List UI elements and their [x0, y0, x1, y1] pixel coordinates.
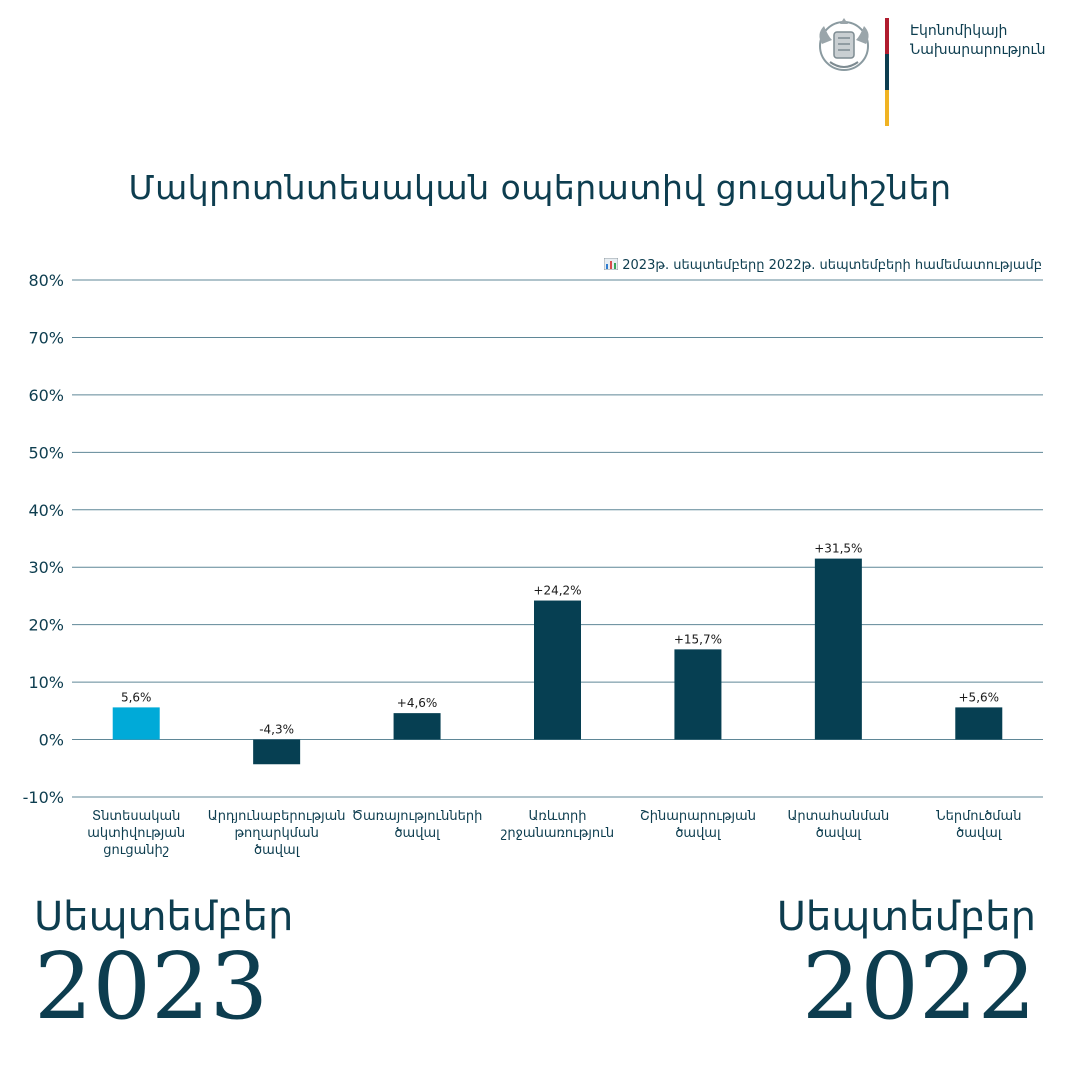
flag-navy-stripe	[885, 54, 889, 90]
flag-yellow-stripe	[885, 90, 889, 126]
ministry-name-line1: Էկոնոմիկայի	[910, 23, 1008, 39]
y-tick-label: 30%	[28, 558, 64, 577]
coat-of-arms-icon	[812, 14, 876, 78]
bar-value-label: -4,3%	[259, 723, 294, 737]
bar-value-label: +4,6%	[397, 696, 438, 710]
category-label: Տնտեսական ակտիվության ցուցանիշ	[87, 809, 185, 858]
category-label: Ներմուծման ծավալ	[936, 809, 1021, 841]
chart-subtitle-text: 2023թ. սեպտեմբերը 2022թ. սեպտեմբերի համե…	[622, 258, 1042, 273]
bar	[674, 649, 722, 740]
period-2022: Սեպտեմբեր 2022	[777, 895, 1036, 1035]
ministry-name: Էկոնոմիկայի Նախարարություն	[910, 22, 1046, 60]
y-tick-label: 80%	[28, 271, 64, 290]
page-title: Մակրոտնտեսական օպերատիվ ցուցանիշներ	[128, 168, 952, 207]
y-tick-label: 70%	[28, 328, 64, 347]
y-tick-label: 0%	[39, 731, 64, 750]
bar-value-label: +15,7%	[674, 632, 722, 646]
category-label: Արդյունաբերության թողարկման ծավալ	[208, 809, 346, 858]
y-tick-label: 10%	[28, 673, 64, 692]
ministry-name-line2: Նախարարություն	[910, 42, 1046, 58]
y-tick-label: 20%	[28, 616, 64, 635]
flag-red-stripe	[885, 18, 889, 54]
period-2023-year: 2023	[34, 933, 269, 1040]
bar	[112, 707, 160, 740]
flag-stripe	[885, 18, 889, 126]
y-tick-label: 60%	[28, 386, 64, 405]
y-tick-label: 40%	[28, 501, 64, 520]
chart-subtitle: 2023թ. սեպտեմբերը 2022թ. սեպտեմբերի համե…	[603, 257, 1042, 273]
category-label: Ծառայությունների ծավալ	[352, 809, 483, 841]
period-2023: Սեպտեմբեր 2023	[34, 895, 293, 1035]
bar	[253, 739, 301, 765]
bar-value-label: +24,2%	[533, 584, 581, 598]
bar	[814, 558, 862, 740]
period-2022-year: 2022	[801, 933, 1036, 1040]
category-label: Առևտրի շրջանառություն	[501, 809, 614, 841]
period-2022-month: Սեպտեմբեր	[776, 894, 1036, 940]
bar-value-label: +31,5%	[814, 542, 862, 556]
bar-value-label: 5,6%	[121, 690, 152, 704]
period-2023-month: Սեպտեմբեր	[34, 894, 294, 940]
bar-value-label: +5,6%	[959, 690, 1000, 704]
category-label: Արտահանման ծավալ	[787, 809, 889, 841]
bar-chart: 80% 70% 60% 50% 40% 30% 20% 10% 0% -10% 5,6% -4,3%…	[23, 271, 1043, 858]
bar	[955, 707, 1003, 740]
bar	[393, 713, 441, 740]
y-tick-label: 50%	[28, 443, 64, 462]
bar	[534, 600, 581, 740]
category-label: Շինարարության ծավալ	[640, 809, 756, 841]
y-tick-label: -10%	[23, 788, 64, 807]
